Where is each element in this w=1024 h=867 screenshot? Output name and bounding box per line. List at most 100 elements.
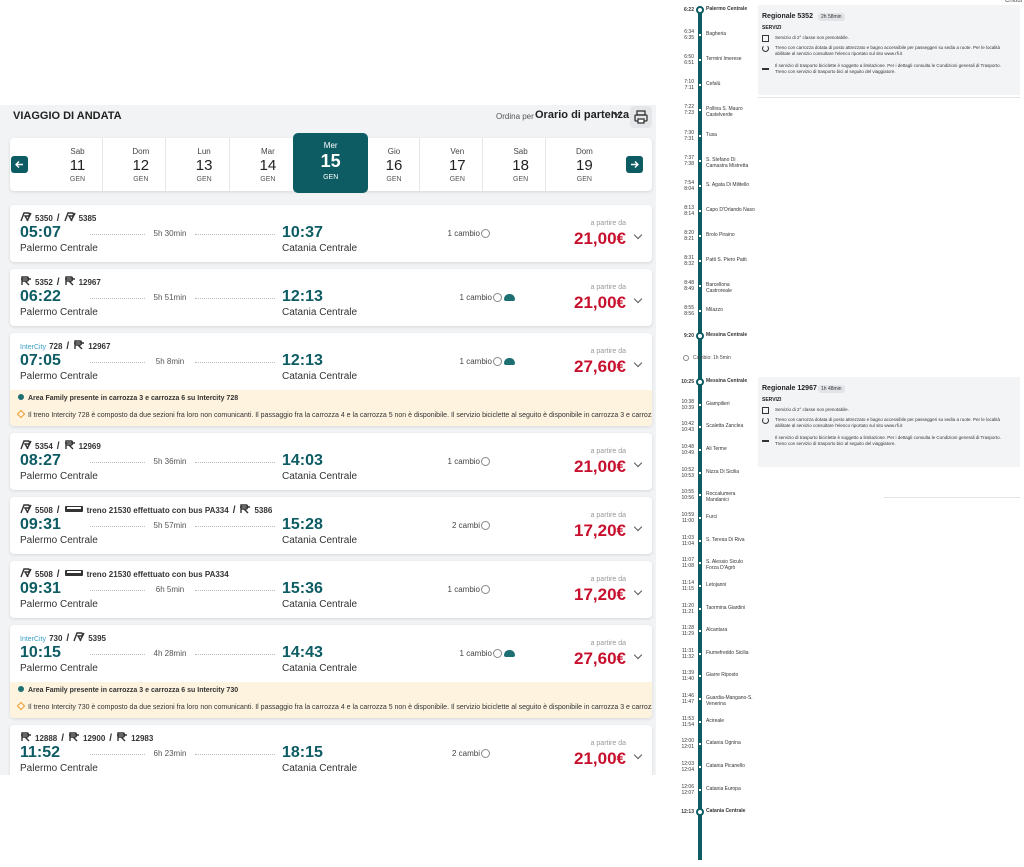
divider	[884, 497, 1020, 498]
train-number: 5508	[35, 570, 53, 579]
dots	[195, 526, 275, 527]
train-number: 5395	[88, 634, 106, 643]
info-icon	[481, 749, 490, 758]
date-option[interactable]: Sab 11 GEN	[53, 138, 103, 191]
date-month: GEN	[513, 176, 529, 183]
expand-chevron[interactable]	[633, 750, 643, 760]
origin: Palermo Centrale	[20, 307, 98, 318]
stop-time: 10:43	[681, 427, 694, 434]
stop-node	[699, 607, 701, 610]
info-icon	[493, 293, 502, 302]
destination: Catania Centrale	[282, 663, 358, 674]
dots	[90, 362, 145, 363]
stop-name: Patti S. Piero Patti	[706, 257, 747, 263]
expand-chevron[interactable]	[633, 294, 643, 304]
close-button[interactable]: Chiudi	[1004, 0, 1022, 4]
dots	[195, 462, 275, 463]
stop-times: 11:03 11:04	[660, 535, 694, 547]
service-icon-class	[762, 35, 769, 42]
stop-time: 12:01	[681, 744, 694, 751]
expand-chevron[interactable]	[633, 458, 643, 468]
stop-node	[699, 403, 701, 406]
stop-node	[699, 285, 701, 288]
date-option[interactable]: Sab 18 GEN	[496, 138, 547, 191]
price-label: a partire da	[590, 740, 626, 747]
stop-node	[699, 788, 701, 791]
sort-value[interactable]: Orario di partenza	[535, 109, 630, 121]
date-option[interactable]: Dom 12 GEN	[116, 138, 167, 191]
stop-name: Termini Imerese	[706, 56, 742, 63]
price: 21,00€	[574, 229, 626, 248]
train-number: 12969	[78, 442, 101, 451]
stop-times: 12:03 12:04	[660, 761, 694, 773]
separator: /	[56, 213, 60, 224]
stop-name: Giarre Riposto	[706, 672, 739, 679]
note-warning: Il treno Intercity 728 è composto da due…	[16, 409, 652, 419]
date-month: GEN	[69, 176, 86, 183]
expand-chevron[interactable]	[633, 650, 643, 660]
trip-card[interactable]: 5508/treno 21530 effettuato con bus PA33…	[10, 497, 652, 554]
note-text: Area Family presente in carrozza 3 e car…	[28, 687, 239, 694]
date-weekday: Lun	[197, 147, 211, 156]
price-label: a partire da	[590, 576, 626, 583]
date-month: GEN	[323, 174, 339, 181]
date-option[interactable]: Gio 16 GEN	[370, 138, 420, 191]
date-option[interactable]: Mar 14 GEN	[243, 138, 293, 191]
stop-time: 7:23	[684, 110, 694, 117]
stop-name: Brolo Piraino	[706, 231, 735, 238]
stop-time: 7:31	[684, 135, 694, 142]
next-arrow[interactable]	[626, 156, 643, 173]
stop-name: Messina Centrale	[706, 378, 748, 384]
detail-duration: 1h 48min	[818, 385, 845, 393]
trip-card[interactable]: 12888/12900/12983 11:52 Palermo Centrale 6h…	[10, 725, 652, 775]
stop-times: 10:59 11:00	[660, 512, 694, 524]
expand-chevron[interactable]	[633, 230, 643, 240]
stop-time: 6:34	[684, 29, 694, 36]
service-icon-wheelchair	[762, 417, 769, 424]
date-day: 18	[512, 157, 529, 174]
stop-times: 10:38 10:39	[660, 399, 694, 411]
stop-time: 12:04	[681, 767, 694, 774]
expand-chevron[interactable]	[633, 586, 643, 596]
stop-times: 6:22	[660, 7, 694, 13]
trip-card[interactable]: InterCity 730/ 5395 10:15 Palermo Centrale 4h…	[10, 625, 652, 718]
stop-time: 12:06	[681, 783, 694, 790]
train-number: 730	[49, 634, 63, 643]
info-icon	[493, 649, 502, 658]
date-selected[interactable]: Mer 15 GEN	[293, 133, 369, 193]
date-weekday: Mar	[261, 147, 275, 156]
trip-card[interactable]: 5352/ 12967 06:22 Palermo Centrale 5h 51min 1…	[10, 269, 652, 326]
service-text: Servizio di 2° classe non prenotabile.	[775, 35, 849, 40]
prev-arrow[interactable]	[11, 156, 28, 173]
date-option[interactable]: Ven 17 GEN	[433, 138, 483, 191]
stop-times: 6:50 6:51	[660, 54, 694, 66]
warning-icon	[16, 701, 26, 711]
stop-times: 10:42 10:43	[660, 421, 694, 433]
trip-card[interactable]: 5354/ 12969 08:27 Palermo Centrale 5h 36min 1…	[10, 433, 652, 490]
stop-name: Palermo Centrale	[706, 6, 748, 12]
expand-chevron[interactable]	[633, 358, 643, 368]
expand-chevron[interactable]	[633, 522, 643, 532]
stop-node	[699, 471, 701, 474]
depart-time: 09:31	[20, 516, 61, 533]
date-option[interactable]: Lun 13 GEN	[180, 138, 230, 191]
stop-time: 10:55	[681, 489, 694, 496]
price: 21,00€	[574, 457, 626, 476]
transfer-icon	[683, 355, 689, 361]
print-button[interactable]	[630, 106, 652, 128]
stop-name: Taormina Giardini	[706, 604, 746, 611]
depart-time: 10:15	[20, 644, 61, 661]
stop-times: 12:00 12:01	[660, 738, 694, 750]
rv-icon	[73, 632, 85, 642]
train-detail: Regionale 5352 2h 58min SERVIZI Servizio di…	[758, 5, 1020, 95]
trip-card[interactable]: InterCity 728/ 12967 07:05 Palermo Centrale 5…	[10, 333, 652, 426]
note-text: Area Family presente in carrozza 3 e car…	[28, 395, 239, 402]
note-family: Area Family presente in carrozza 3 e car…	[18, 686, 238, 694]
info-icon	[481, 585, 490, 594]
stop-name: Roccalumera Mandanici	[706, 491, 736, 504]
eco-icon	[504, 294, 515, 301]
train-number: 12900	[83, 734, 106, 743]
trip-card[interactable]: 5350/ 5385 05:07 Palermo Centrale 5h 30min 10…	[10, 205, 652, 262]
trip-card[interactable]: 5508/treno 21530 effettuato con bus PA33…	[10, 561, 652, 618]
date-option[interactable]: Dom 19 GEN	[559, 138, 609, 191]
